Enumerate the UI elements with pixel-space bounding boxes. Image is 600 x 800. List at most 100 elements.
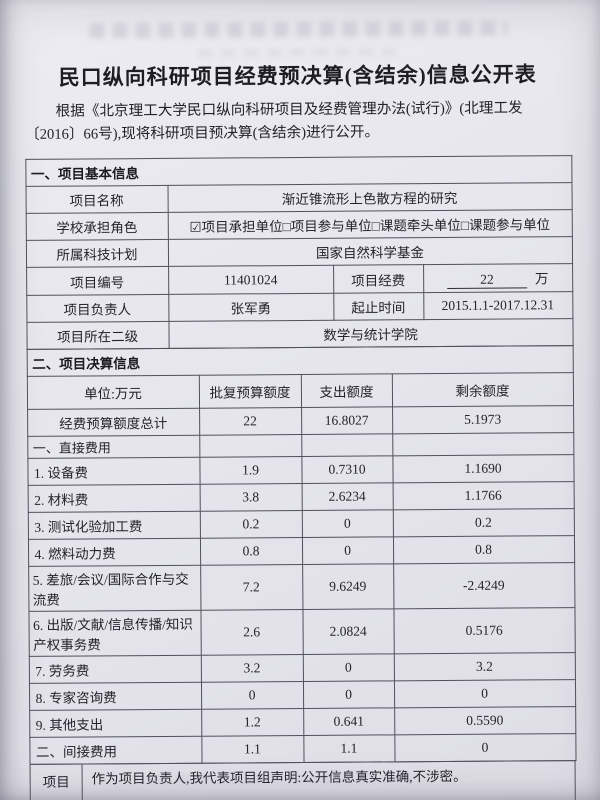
budget-row-label: 经费预算额度总计 [27, 408, 200, 437]
table-row: 项目编号 11401024 项目经费 22 万 [26, 263, 573, 296]
remaining-value: 5.1973 [392, 405, 574, 434]
remaining-value: -2.4249 [393, 562, 575, 609]
remaining-value: 1.1690 [392, 454, 574, 483]
budget-row-label: 一、直接费用 [27, 435, 200, 459]
approved-value: 0 [200, 681, 304, 710]
budget-row: 9. 其他支出 1.2 0.641 0.5590 [29, 706, 576, 738]
fund-value: 22 [446, 271, 527, 290]
spent-value: 0.7310 [301, 455, 393, 484]
program-label: 所属科技计划 [25, 239, 169, 268]
role-checkbox-line: ☑项目承担单位□项目参与单位□课题牵头单位□课题参与单位 [167, 209, 572, 240]
column-header-row: 单位:万元 批复预算额度 支出额度 剩余额度 [26, 372, 574, 410]
school-value: 数学与统计学院 [168, 318, 573, 349]
remaining-value: 3.2 [393, 652, 575, 681]
declaration-side-cell: 项目组长声明 [30, 764, 83, 800]
period-value: 2015.1.1-2017.12.31 [423, 291, 573, 320]
program-value: 国家自然科学基金 [167, 236, 573, 267]
table-row: 所属科技计划 国家自然科学基金 [25, 236, 573, 268]
approved-value: 22 [199, 407, 302, 436]
budget-row: 3. 测试化验加工费 0.2 0 0.2 [27, 508, 574, 540]
approved-value: 1.1 [201, 735, 304, 764]
leader-value: 张军勇 [168, 293, 334, 322]
approved-value: 7.2 [200, 564, 303, 611]
basic-info-section-title: 一、项目基本信息 [25, 155, 572, 187]
spent-value: 2.0824 [302, 608, 394, 655]
project-number-label: 项目编号 [26, 266, 169, 296]
budget-row-label: 8. 专家咨询费 [28, 682, 202, 711]
spent-value: 0 [302, 653, 394, 682]
bleed-through-text [197, 47, 398, 58]
table-row: 项目名称 渐近锥流形上色散方程的研究 [25, 182, 572, 214]
budget-row-label: 3. 测试化验加工费 [27, 511, 200, 540]
remaining-value: 0.5590 [394, 706, 576, 735]
intro-paragraph: 根据《北京理工大学民口纵向科研项目及经费管理办法(试行)》(北理工发〔2016〕… [25, 100, 523, 143]
table-row: 项目负责人 张军勇 起止时间 2015.1.1-2017.12.31 [26, 291, 573, 323]
approved-value: 3.2 [200, 654, 303, 683]
budget-row: 4. 燃料动力费 0.8 0 0.8 [27, 535, 575, 567]
approved-value: 3.8 [199, 483, 302, 512]
fund-value-cell: 22 万 [423, 263, 573, 293]
section-header-row: 二、项目决算信息 [26, 345, 573, 377]
spent-value: 2.6234 [301, 482, 393, 511]
approved-value: 1.9 [199, 456, 302, 485]
remaining-value: 0.2 [392, 508, 574, 537]
fund-label: 项目经费 [333, 264, 424, 294]
budget-row-label: 2. 材料费 [27, 484, 200, 513]
budget-row-label: 1. 设备费 [27, 457, 200, 486]
budget-row-label: 4. 燃料动力费 [27, 538, 201, 567]
spent-value: 0 [301, 509, 393, 538]
budget-section-title: 二、项目决算信息 [26, 345, 573, 377]
bleed-through-text [89, 20, 508, 39]
role-label: 学校承担角色 [25, 212, 168, 241]
budget-row-label: 5. 差旅/会议/国际合作与交流费 [28, 565, 201, 612]
period-label: 起止时间 [333, 292, 424, 321]
remaining-value [392, 432, 574, 456]
spent-value: 16.8027 [301, 406, 393, 435]
declaration-side-label: 项目组长声明 [42, 774, 70, 791]
budget-row: 5. 差旅/会议/国际合作与交流费 7.2 9.6249 -2.4249 [28, 562, 575, 612]
spent-value [301, 433, 393, 457]
budget-row: 8. 专家咨询费 0 0 0 [28, 679, 576, 711]
budget-row-label: 7. 劳务费 [28, 655, 201, 684]
spent-value: 1.1 [303, 734, 395, 763]
form-title: 民口纵向科研项目经费预决算(含结余)信息公开表 [58, 62, 537, 90]
basic-info-table: 一、项目基本信息 项目名称 渐近锥流形上色散方程的研究 学校承担角色 ☑项目承担… [25, 155, 573, 350]
fund-unit: 万 [534, 271, 549, 287]
approved-value [199, 434, 302, 458]
leader-label: 项目负责人 [26, 294, 169, 323]
remaining-value: 1.1766 [392, 481, 574, 510]
col-header-unit: 单位:万元 [26, 375, 200, 410]
approved-value: 1.2 [201, 708, 304, 737]
budget-row: 1. 设备费 1.9 0.7310 1.1690 [27, 454, 574, 486]
project-name-label: 项目名称 [25, 185, 168, 214]
project-name-value: 渐近锥流形上色散方程的研究 [167, 182, 572, 213]
budget-row-label: 二、间接费用 [29, 736, 202, 765]
col-header-spent: 支出额度 [300, 373, 393, 408]
budget-row: 7. 劳务费 3.2 0 3.2 [28, 652, 575, 684]
spent-value: 0 [302, 680, 395, 709]
budget-row: 2. 材料费 3.8 2.6234 1.1766 [27, 481, 574, 513]
project-number-value: 11401024 [168, 265, 334, 295]
budget-row: 6. 出版/文献/信息传播/知识产权事务费 2.6 2.0824 0.5176 [28, 607, 575, 657]
col-header-remaining: 剩余额度 [391, 372, 574, 407]
remaining-value: 0.8 [392, 535, 575, 564]
col-header-approved: 批复预算额度 [198, 374, 302, 409]
remaining-value: 0.5176 [393, 607, 575, 654]
spent-value: 9.6249 [302, 563, 394, 610]
approved-value: 0.2 [199, 510, 302, 539]
remaining-value: 0 [393, 679, 576, 708]
spent-value: 0 [301, 536, 394, 565]
remaining-value: 0 [394, 733, 576, 762]
budget-row-total: 经费预算额度总计 22 16.8027 5.1973 [27, 405, 574, 437]
budget-row-label: 6. 出版/文献/信息传播/知识产权事务费 [28, 610, 201, 657]
section-header-row: 一、项目基本信息 [25, 155, 572, 187]
approved-value: 2.6 [200, 609, 303, 656]
budget-row-label: 9. 其他支出 [29, 709, 202, 738]
approved-value: 0.8 [199, 537, 303, 566]
school-label: 项目所在二级 [26, 321, 169, 350]
budget-table: 二、项目决算信息 单位:万元 批复预算额度 支出额度 剩余额度 经费预算额度总计… [26, 345, 576, 765]
spent-value: 0.641 [303, 707, 395, 736]
table-row: 学校承担角色 ☑项目承担单位□项目参与单位□课题牵头单位□课题参与单位 [25, 209, 572, 241]
